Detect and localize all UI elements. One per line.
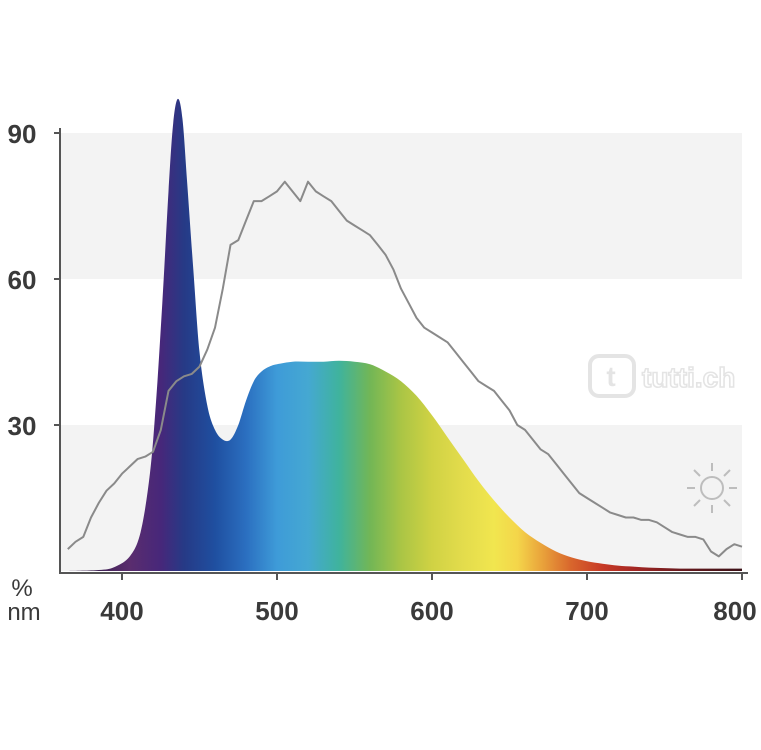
tutti-watermark: t tutti.ch: [588, 354, 736, 398]
y-tick-label: 30: [8, 411, 37, 441]
sun-icon: [687, 463, 737, 513]
spectrum-area: [67, 98, 743, 571]
x-tick-label: 500: [255, 596, 298, 626]
x-tick-label: 600: [410, 596, 453, 626]
x-tick-label: 800: [713, 596, 756, 626]
x-tick-label: 400: [100, 596, 143, 626]
daylight-reference-line: [67, 180, 743, 558]
x-ticks: 400 500 600 700 800: [100, 573, 757, 626]
watermark-text: tutti.ch: [642, 362, 735, 393]
tutti-logo-icon: [588, 354, 636, 398]
y-axis-unit: %: [11, 575, 32, 602]
y-ticks: 30 60 90: [8, 119, 60, 441]
y-tick-label: 90: [8, 119, 37, 149]
x-axis-unit: nm: [7, 599, 40, 626]
y-tick-label: 60: [8, 265, 37, 295]
background-band: [61, 133, 742, 279]
tutti-logo-letter: t: [606, 361, 615, 392]
x-tick-label: 700: [565, 596, 608, 626]
